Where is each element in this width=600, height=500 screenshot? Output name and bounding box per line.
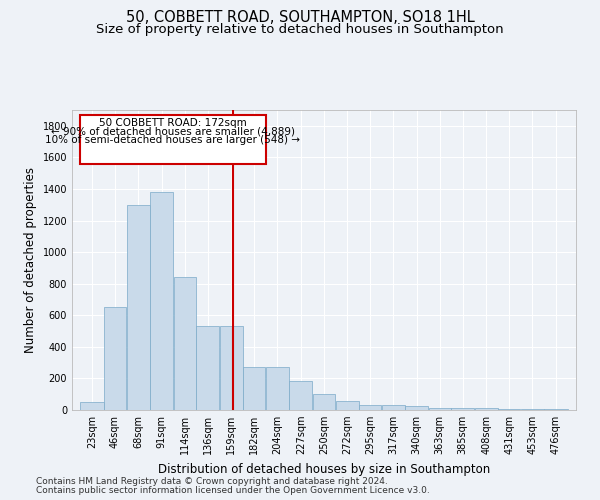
- Text: ← 90% of detached houses are smaller (4,889): ← 90% of detached houses are smaller (4,…: [51, 126, 295, 136]
- X-axis label: Distribution of detached houses by size in Southampton: Distribution of detached houses by size …: [158, 462, 490, 475]
- Bar: [521, 409, 544, 410]
- Bar: [451, 408, 475, 410]
- Text: Contains public sector information licensed under the Open Government Licence v3: Contains public sector information licen…: [36, 486, 430, 495]
- Bar: [544, 409, 568, 410]
- Bar: [499, 408, 520, 410]
- Text: 10% of semi-detached houses are larger (548) →: 10% of semi-detached houses are larger (…: [46, 136, 301, 145]
- Bar: [382, 406, 404, 410]
- Bar: [104, 308, 126, 410]
- Bar: [150, 192, 173, 410]
- Bar: [405, 406, 428, 410]
- Bar: [335, 400, 359, 410]
- Bar: [313, 394, 335, 410]
- Bar: [243, 368, 265, 410]
- Bar: [127, 204, 149, 410]
- Bar: [220, 326, 243, 410]
- Text: Size of property relative to detached houses in Southampton: Size of property relative to detached ho…: [96, 22, 504, 36]
- Bar: [429, 408, 451, 410]
- Bar: [289, 381, 313, 410]
- Bar: [359, 406, 381, 410]
- Bar: [266, 368, 289, 410]
- Bar: [196, 326, 219, 410]
- Text: Contains HM Land Registry data © Crown copyright and database right 2024.: Contains HM Land Registry data © Crown c…: [36, 477, 388, 486]
- Bar: [80, 402, 104, 410]
- Y-axis label: Number of detached properties: Number of detached properties: [24, 167, 37, 353]
- Text: 50, COBBETT ROAD, SOUTHAMPTON, SO18 1HL: 50, COBBETT ROAD, SOUTHAMPTON, SO18 1HL: [125, 10, 475, 25]
- Bar: [475, 408, 498, 410]
- Text: 50 COBBETT ROAD: 172sqm: 50 COBBETT ROAD: 172sqm: [99, 118, 247, 128]
- Bar: [173, 278, 196, 410]
- Bar: [80, 114, 266, 164]
